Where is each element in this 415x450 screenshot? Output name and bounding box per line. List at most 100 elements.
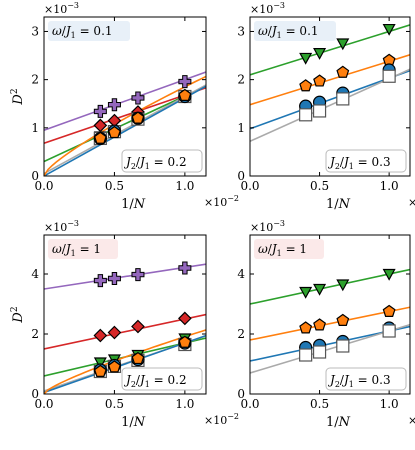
x-tick-label: 0.5: [105, 397, 124, 411]
j2-label-box: [325, 367, 407, 391]
data-point-triangle: [336, 38, 350, 51]
omega-label-text: ω/J1 = 1: [258, 242, 307, 258]
fit-line-triangle: [250, 24, 410, 76]
x-scale-label: ×10−2: [408, 412, 415, 427]
y-tick-label: 0: [237, 169, 245, 183]
y-tick-label: 1: [31, 121, 39, 135]
omega-label-box: [48, 239, 118, 259]
data-point-triangle: [313, 283, 327, 296]
x-tick-label: 1.0: [380, 397, 399, 411]
data-point-pentagon: [336, 313, 350, 326]
y-tick-label: 0: [31, 387, 39, 401]
omega-label: ω/J1 = 1: [48, 239, 118, 259]
panel-bottom-left: 0.0 0.5 1.0 0 2 4 ×10−3 ×10−2 1/N D2 ω/J1 = 1 J2/J1…: [10, 219, 239, 430]
fit-line-diamond: [44, 313, 206, 350]
data-point-pentagon: [108, 125, 121, 139]
j2-label: J2/J1 = 0.2: [121, 367, 203, 391]
data-point-square: [299, 108, 313, 122]
data-point-pentagon: [336, 65, 350, 78]
x-axis-label: 1/N: [121, 415, 146, 430]
data-point-square: [299, 348, 313, 362]
series-diamond: [93, 311, 192, 343]
omega-label-text: ω/J1 = 1: [52, 242, 101, 258]
y-tick-label: 3: [237, 24, 245, 38]
data-point-plus: [178, 75, 192, 89]
data-point-pentagon: [178, 335, 192, 348]
j2-label-box: [121, 367, 203, 391]
series-square: [299, 69, 396, 122]
y-tick-label: 2: [31, 73, 39, 87]
series-pentagon: [93, 88, 192, 144]
data-point-pentagon: [93, 364, 107, 377]
x-tick-label: 0.5: [105, 179, 124, 193]
data-point-square: [336, 339, 350, 353]
y-scale-label: ×10−3: [44, 1, 79, 16]
data-point-plus: [131, 91, 145, 105]
plot-area: [250, 23, 410, 143]
data-point-triangle: [336, 279, 350, 292]
x-axis-label: 1/N: [326, 197, 351, 212]
panel-top-left: 0.0 0.5 1.0 0 1 2 3 ×10−3 ×10−2 1/N D2 ω/J1 = 0.1 J2…: [10, 1, 239, 212]
y-axis-label: D2: [10, 306, 26, 323]
data-point-square: [312, 104, 327, 118]
x-tick-label: 1.0: [380, 179, 399, 193]
data-point-square: [382, 324, 396, 338]
data-point-pentagon: [131, 111, 145, 124]
data-point-pentagon: [313, 318, 326, 331]
j2-label-box: [121, 149, 203, 173]
data-point-plus: [107, 272, 121, 285]
fit-line-pentagon: [250, 306, 410, 341]
j2-label: J2/J1 = 0.3: [325, 149, 407, 173]
x-scale-label: ×10−2: [408, 194, 415, 209]
data-point-plus: [93, 104, 107, 118]
data-point-triangle: [382, 23, 396, 36]
data-point-pentagon: [313, 74, 326, 87]
y-tick-label: 3: [31, 24, 39, 38]
y-tick-label: 1: [237, 121, 245, 135]
y-tick-label: 2: [31, 327, 39, 341]
data-point-pentagon: [108, 360, 121, 373]
series-triangle: [299, 268, 396, 299]
panel-bottom-right: 0.0 0.5 1.0 0 2 4 ×10−3 ×10−2 1/N ω/J1 = 1 J2/J1 =…: [237, 219, 415, 430]
data-point-pentagon: [178, 88, 192, 101]
y-tick-label: 4: [31, 267, 39, 281]
y-tick-label: 4: [237, 267, 245, 281]
j2-label-text: J2/J1 = 0.3: [327, 155, 391, 171]
y-scale-label: ×10−3: [44, 219, 79, 234]
series-pentagon: [93, 335, 192, 377]
omega-label-text: ω/J1 = 0.1: [258, 24, 319, 40]
x-tick-label: 0.0: [240, 397, 259, 411]
data-point-plus: [178, 261, 192, 275]
series-pentagon: [299, 304, 396, 334]
fit-line-pentagon: [250, 54, 410, 106]
data-point-pentagon: [93, 131, 107, 144]
data-point-triangle: [93, 357, 107, 370]
omega-label-box: [48, 21, 130, 41]
plot-area: [44, 71, 206, 176]
data-point-pentagon: [299, 321, 313, 334]
x-tick-label: 0.0: [34, 397, 53, 411]
j2-label: J2/J1 = 0.3: [325, 367, 407, 391]
axes-frame: [249, 234, 411, 395]
y-tick-label: 0: [237, 387, 245, 401]
omega-label-box: [254, 21, 336, 41]
x-tick-label: 0.5: [310, 179, 329, 193]
x-axis-label: 1/N: [326, 415, 351, 430]
data-point-pentagon: [299, 79, 313, 92]
series-triangle: [299, 23, 396, 65]
x-tick-label: 1.0: [175, 179, 194, 193]
j2-label-text: J2/J1 = 0.2: [123, 373, 187, 389]
series-plus: [93, 261, 192, 288]
omega-label-box: [254, 239, 324, 259]
y-scale-label: ×10−3: [250, 1, 285, 16]
x-tick-label: 0.0: [240, 179, 259, 193]
data-point-diamond: [93, 328, 108, 343]
omega-label-text: ω/J1 = 0.1: [52, 24, 113, 40]
panel-top-right: 0.0 0.5 1.0 0 1 2 3 ×10−3 ×10−2 1/N ω/J1 = 0.1 J2/J…: [237, 1, 415, 212]
data-point-pentagon: [382, 304, 396, 317]
fit-line-pentagon: [44, 75, 206, 176]
y-tick-label: 2: [237, 327, 245, 341]
series-square: [299, 324, 396, 362]
j2-label-text: J2/J1 = 0.2: [123, 155, 187, 171]
